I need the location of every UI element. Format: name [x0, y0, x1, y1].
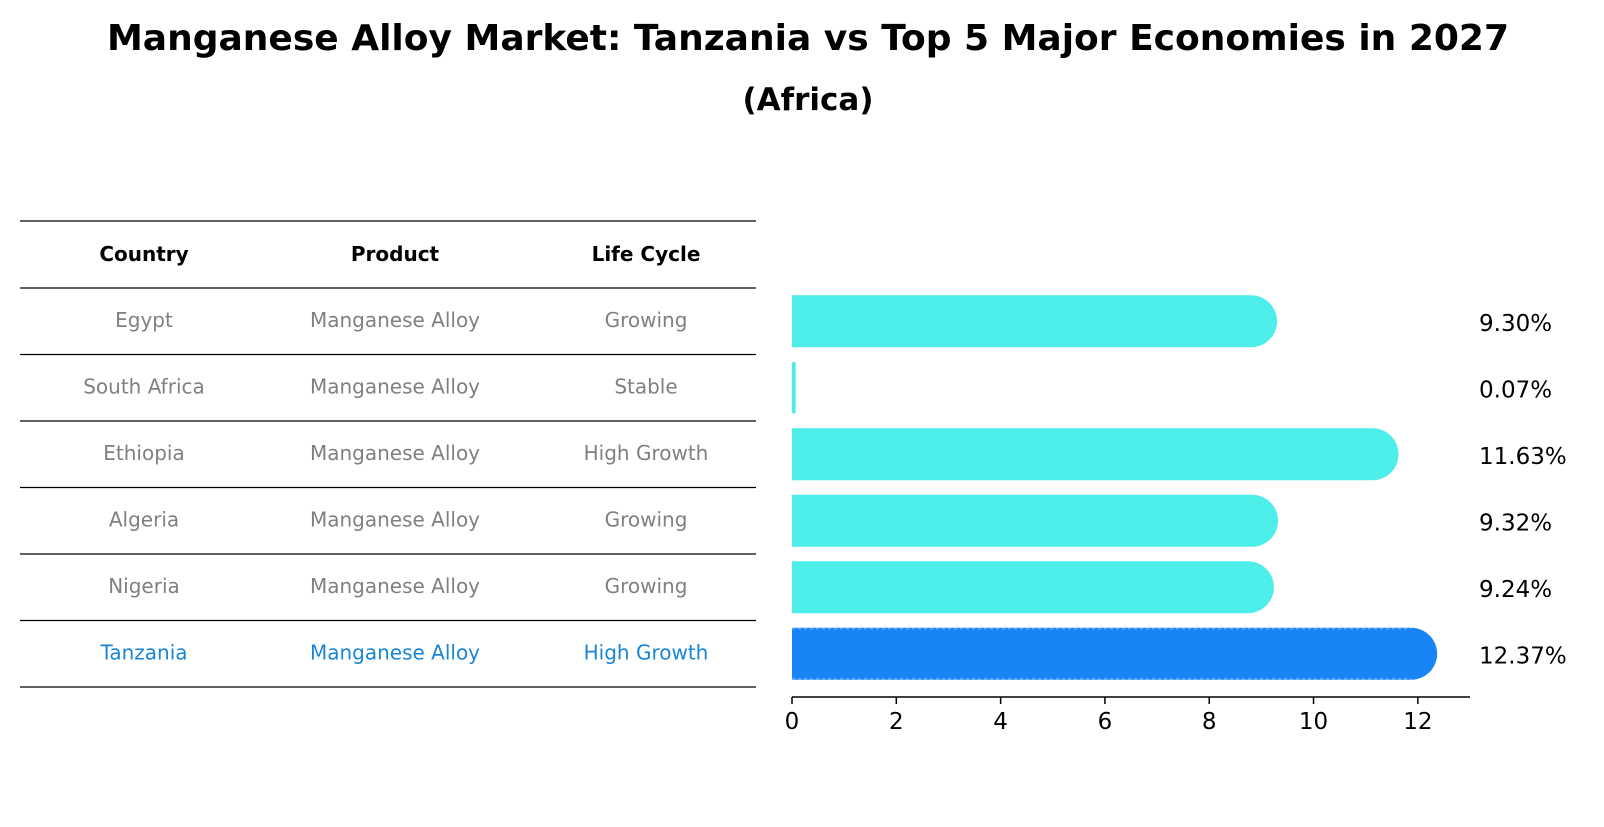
table-cell-nigeria-product: Manganese Alloy [310, 574, 480, 598]
x-tick-label: 0 [785, 709, 800, 735]
bar-egypt [792, 295, 1278, 348]
chart-title: Manganese Alloy Market: Tanzania vs Top … [107, 18, 1509, 59]
value-label-egypt: 9.30% [1479, 311, 1552, 337]
table-cell-egypt-product: Manganese Alloy [310, 308, 480, 332]
bar-series: 9.30% 0.07% 11.63% 9.32% 9.24% 12.37% [792, 295, 1567, 680]
table-cell-ethiopia-product: Manganese Alloy [310, 441, 480, 465]
data-table: Country Product Life Cycle Egypt Manganese A… [20, 220, 756, 688]
bar-nigeria [792, 561, 1274, 614]
value-label-nigeria: 9.24% [1479, 577, 1552, 603]
table-cell-egypt-country: Egypt [115, 308, 173, 332]
x-tick-label: 4 [993, 709, 1008, 735]
value-label-algeria: 9.32% [1479, 510, 1552, 536]
table-header-country: Country [99, 242, 188, 266]
table-cell-algeria-product: Manganese Alloy [310, 507, 480, 531]
table-header-product: Product [351, 242, 440, 266]
table-cell-tanzania-product: Manganese Alloy [310, 640, 480, 664]
bar-tanzania [792, 627, 1438, 680]
bar-ethiopia [792, 428, 1399, 481]
table-cell-algeria-country: Algeria [109, 507, 179, 531]
x-tick-label: 10 [1299, 709, 1328, 735]
table-cell-ethiopia-country: Ethiopia [103, 441, 184, 465]
table-cell-tanzania-life-cycle: High Growth [584, 640, 709, 664]
value-label-south-africa: 0.07% [1479, 377, 1552, 403]
table-cell-nigeria-country: Nigeria [108, 574, 180, 598]
x-tick-label: 2 [889, 709, 904, 735]
value-label-tanzania: 12.37% [1479, 643, 1567, 669]
table-cell-south-africa-life-cycle: Stable [614, 374, 677, 398]
table-cell-egypt-life-cycle: Growing [605, 308, 688, 332]
table-cell-south-africa-product: Manganese Alloy [310, 374, 480, 398]
table-cell-ethiopia-life-cycle: High Growth [584, 441, 709, 465]
table-cell-nigeria-life-cycle: Growing [605, 574, 688, 598]
chart-subtitle: (Africa) [742, 82, 873, 118]
bar-south-africa [792, 361, 796, 414]
x-axis: 0 2 4 6 8 10 12 [785, 696, 1470, 735]
bar-algeria [792, 494, 1279, 547]
value-label-ethiopia: 11.63% [1479, 444, 1567, 470]
table-cell-south-africa-country: South Africa [83, 374, 205, 398]
x-tick-label: 6 [1098, 709, 1113, 735]
table-cell-tanzania-country: Tanzania [99, 640, 187, 664]
table-header-life-cycle: Life Cycle [592, 242, 701, 266]
x-tick-label: 8 [1202, 709, 1217, 735]
table-cell-algeria-life-cycle: Growing [605, 507, 688, 531]
x-tick-label: 12 [1403, 709, 1432, 735]
